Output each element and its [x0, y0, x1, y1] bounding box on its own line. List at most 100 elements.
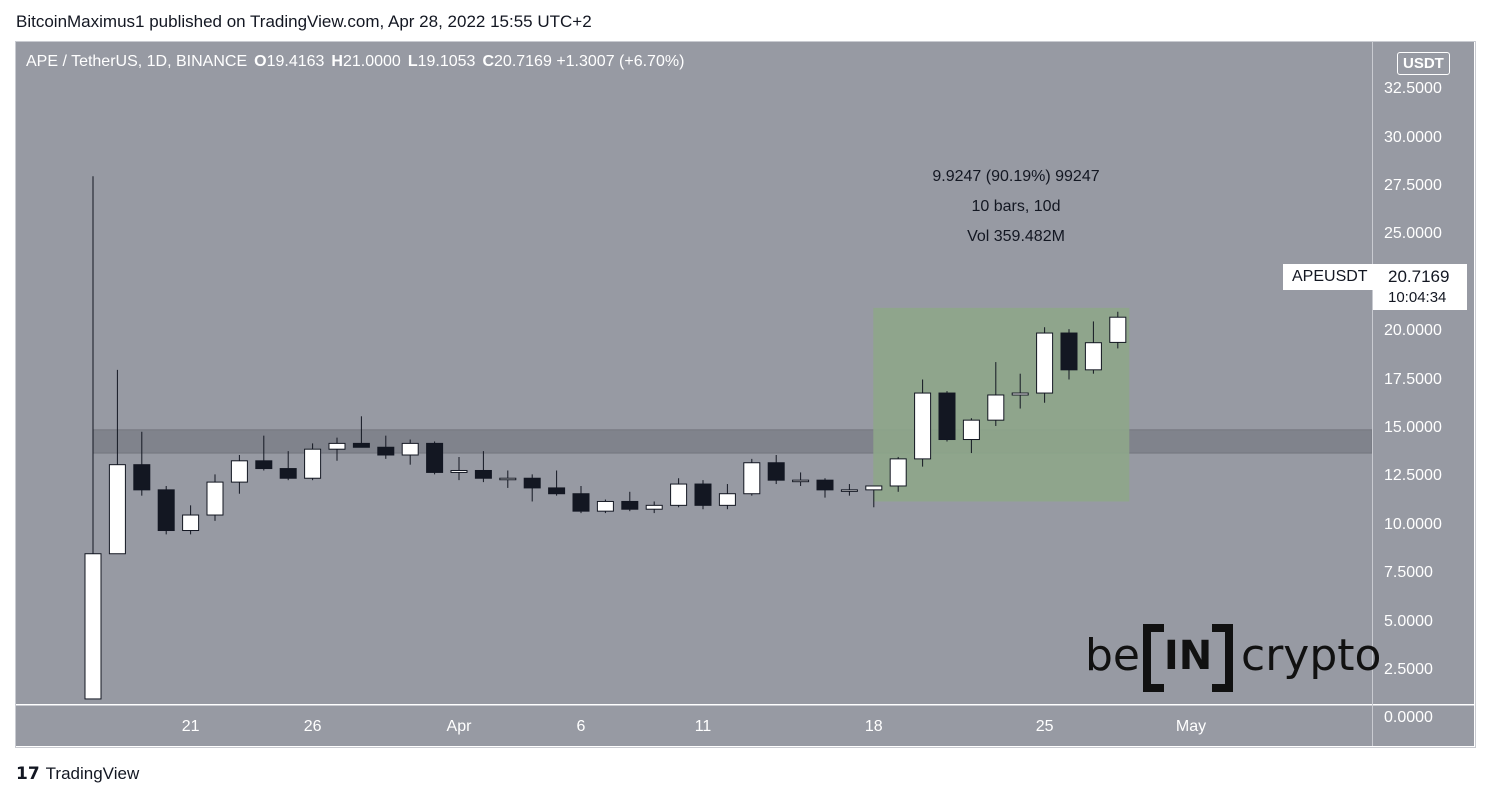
bear-candle-body [474, 469, 492, 479]
bull-candle-body [840, 489, 858, 492]
bear-candle-body [523, 477, 541, 489]
candle[interactable] [182, 505, 200, 535]
bull-candle-body [108, 464, 126, 555]
plot-area[interactable] [16, 42, 1372, 704]
candle[interactable] [108, 369, 126, 555]
candle[interactable] [401, 439, 419, 465]
bull-candle-body [889, 458, 907, 487]
price-tick-label: 17.5000 [1384, 370, 1442, 388]
candle[interactable] [1011, 373, 1029, 409]
candle[interactable] [840, 484, 858, 496]
bull-candle-body [865, 485, 883, 491]
candle[interactable] [255, 435, 273, 471]
candle[interactable] [474, 451, 492, 483]
candle[interactable] [1060, 329, 1078, 380]
bear-candle-body [426, 442, 444, 473]
candle[interactable] [499, 470, 517, 488]
legend-high-value: 21.0000 [342, 53, 401, 70]
bull-candle-body [401, 442, 419, 456]
price-tick-label: 15.0000 [1384, 418, 1442, 436]
bear-candle-body [157, 489, 175, 532]
candle[interactable] [767, 455, 785, 485]
bull-candle-body [182, 514, 200, 532]
candle[interactable] [914, 379, 932, 467]
bull-candle-body [450, 469, 468, 473]
bar-countdown: 10:04:34 [1388, 289, 1447, 306]
price-tick-label: 10.0000 [1384, 515, 1442, 533]
candle[interactable] [523, 474, 541, 502]
bull-candle-body [914, 392, 932, 460]
legend-high-key: H [331, 53, 343, 70]
last-price-value: 20.7169 [1388, 267, 1450, 286]
candle[interactable] [865, 485, 883, 508]
candle[interactable] [792, 472, 810, 486]
bear-candle-body [938, 392, 956, 441]
watermark-in-bracket: IN [1142, 624, 1234, 692]
candle[interactable] [206, 474, 224, 521]
measure-volume-label: Vol 359.482M [967, 228, 1065, 245]
legend-open-key: O [254, 53, 267, 70]
bear-candle-body [548, 487, 566, 495]
bracket-icon [1143, 624, 1233, 692]
candlestick-chart [84, 176, 1372, 700]
candle[interactable] [694, 480, 712, 510]
price-scale-divider [1372, 42, 1373, 746]
watermark-crypto-text: crypto [1241, 630, 1382, 681]
candle[interactable] [352, 416, 370, 448]
candle[interactable] [718, 484, 736, 510]
candle[interactable] [987, 362, 1005, 426]
candle[interactable] [84, 176, 102, 700]
candle[interactable] [621, 491, 639, 512]
candle[interactable] [743, 458, 761, 496]
bear-candle-body [816, 479, 834, 491]
candle[interactable] [816, 478, 834, 498]
candle[interactable] [596, 499, 614, 514]
currency-badge[interactable]: USDT [1397, 52, 1450, 75]
bull-candle-body [499, 477, 517, 481]
tradingview-footer[interactable]: 17 TradingView [16, 764, 139, 784]
candle[interactable] [962, 418, 980, 454]
candle[interactable] [328, 437, 346, 461]
candle[interactable] [304, 443, 322, 481]
candle[interactable] [1084, 321, 1102, 374]
time-axis-divider [16, 705, 1474, 706]
price-scale[interactable] [1373, 42, 1474, 704]
chart-legend: APE / TetherUS, 1D, BINANCE O19.4163 H21.0… [26, 53, 684, 71]
bear-candle-body [694, 483, 712, 506]
last-price-tag: 20.7169 10:04:34 [1373, 264, 1467, 310]
candle[interactable] [548, 470, 566, 496]
bull-candle-body [743, 462, 761, 495]
legend-change: +1.3007 (+6.70%) [556, 53, 685, 70]
candle[interactable] [1036, 327, 1054, 403]
candle[interactable] [572, 485, 590, 514]
bull-candle-body [230, 460, 248, 483]
legend-open-value: 19.4163 [266, 53, 325, 70]
candle[interactable] [230, 455, 248, 494]
candle[interactable] [450, 456, 468, 481]
bull-candle-body [206, 481, 224, 516]
bull-candle-body [328, 442, 346, 450]
bull-candle-body [304, 448, 322, 479]
candle[interactable] [938, 391, 956, 442]
candle[interactable] [279, 451, 297, 481]
candle[interactable] [426, 441, 444, 475]
bull-candle-body [1036, 332, 1054, 394]
candle[interactable] [133, 431, 151, 496]
candle[interactable] [889, 456, 907, 492]
tradingview-brand: TradingView [45, 764, 140, 783]
candle[interactable] [157, 485, 175, 535]
publish-caption: BitcoinMaximus1 published on TradingView… [16, 12, 592, 31]
price-tick-label: 30.0000 [1384, 128, 1442, 146]
measure-bars-label: 10 bars, 10d [971, 198, 1061, 215]
date-tick-label: 25 [1035, 718, 1054, 735]
date-tick-label: 26 [303, 718, 322, 735]
bull-candle-body [718, 493, 736, 506]
candle[interactable] [645, 501, 663, 514]
bear-candle-body [352, 442, 370, 448]
time-axis[interactable] [16, 706, 1372, 746]
candle[interactable] [670, 478, 688, 508]
axis-corner [1373, 706, 1474, 746]
price-tick-label: 5.0000 [1384, 612, 1433, 630]
candle[interactable] [377, 435, 395, 459]
candle[interactable] [1109, 311, 1127, 349]
